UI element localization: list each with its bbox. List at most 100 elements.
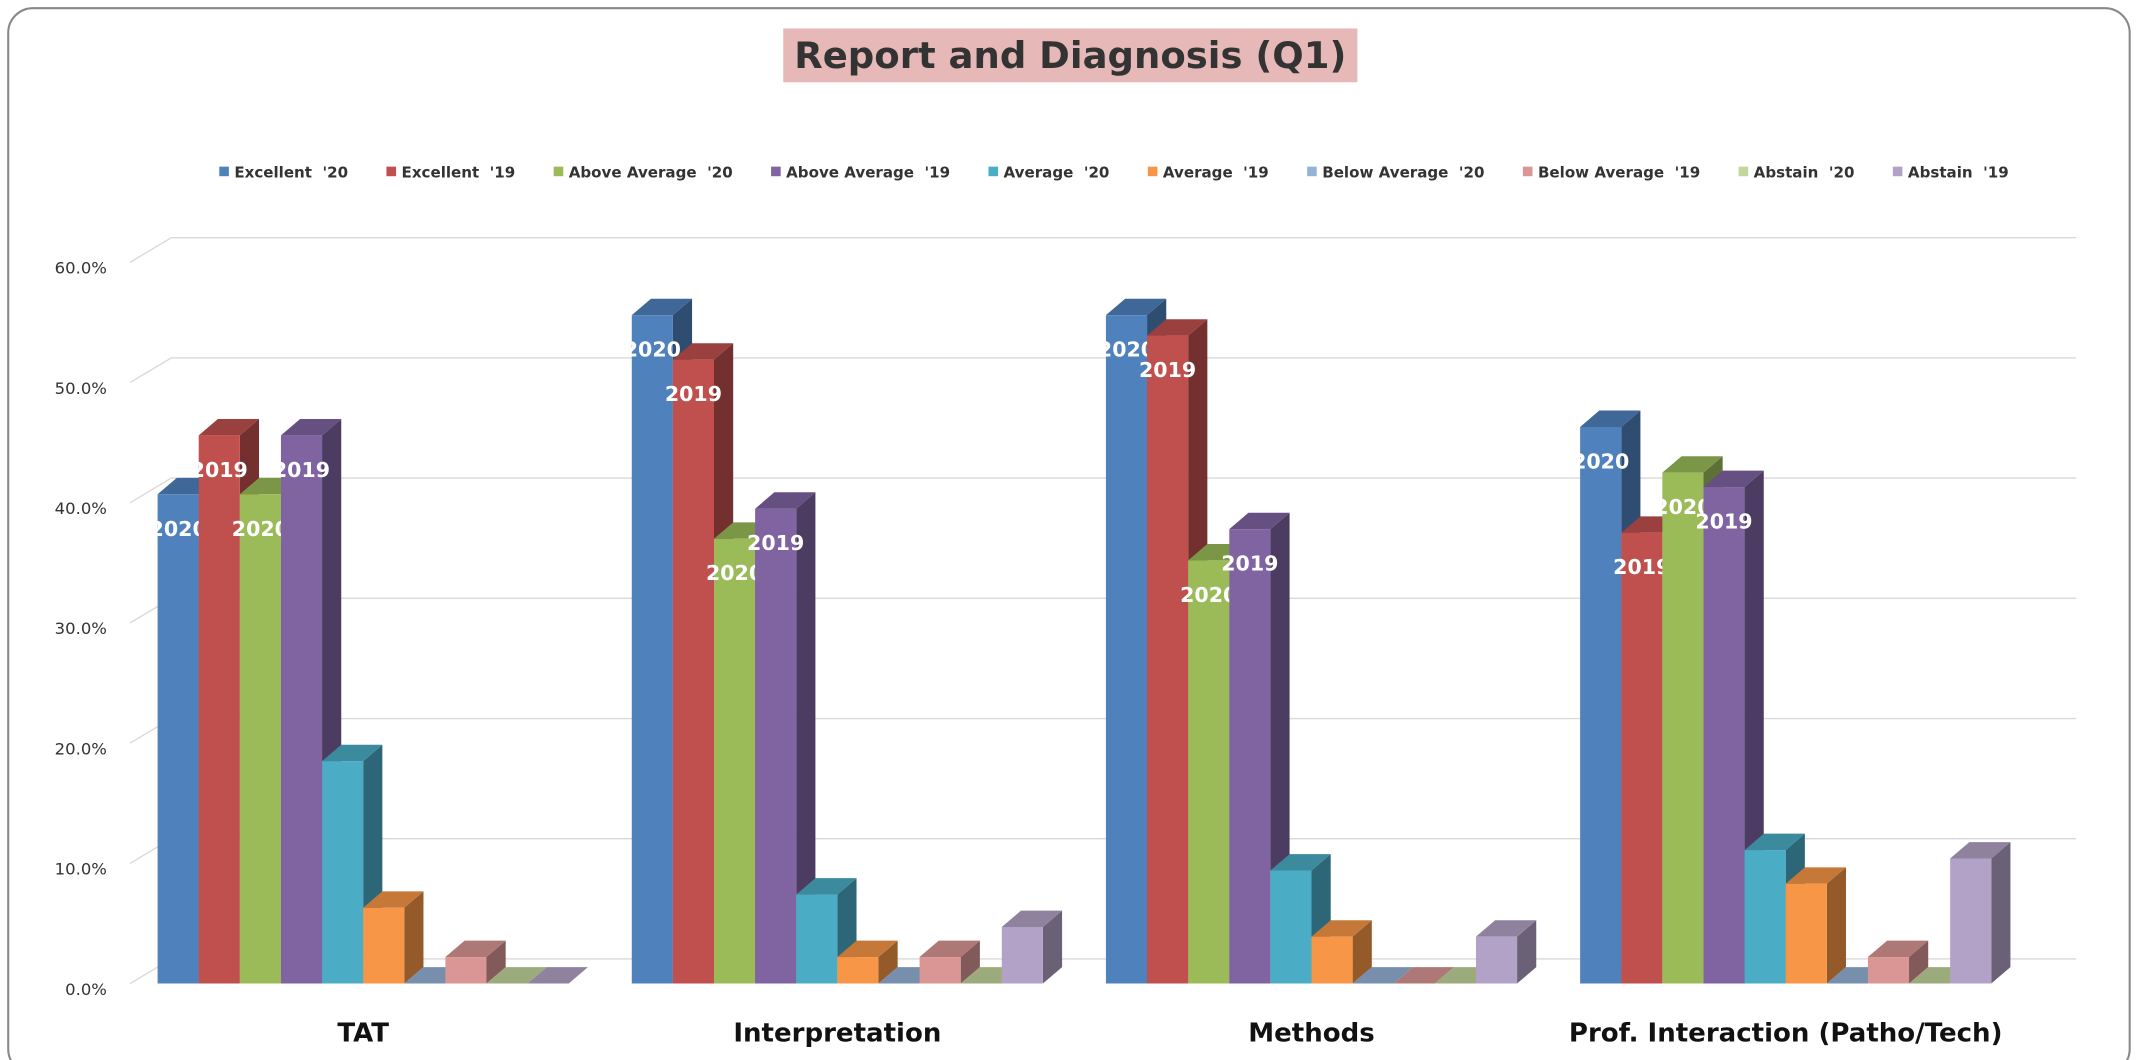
bar-top (1867, 940, 1929, 958)
data-label: 2019 (1221, 552, 1278, 576)
bar-top (796, 878, 857, 895)
bar-top (1785, 867, 1846, 884)
bar-front (1105, 315, 1148, 984)
bar-front (1188, 560, 1230, 984)
bar (1950, 842, 2011, 984)
data-label: 2020 (1098, 338, 1155, 362)
bar-front (755, 508, 797, 984)
bar-top (1001, 910, 1063, 928)
bar-side (1991, 842, 2011, 984)
bar-side (1042, 910, 1063, 984)
legend-swatch (988, 166, 999, 177)
bar-top (445, 940, 506, 958)
bar-front (714, 538, 756, 984)
legend-label: Below Average '19 (1538, 163, 1700, 181)
grid-line (129, 477, 2077, 504)
bar-top (1703, 470, 1764, 488)
bar-side (486, 940, 506, 984)
bar-top (280, 418, 342, 436)
grid-line (129, 236, 2077, 263)
bar-front (1475, 936, 1518, 984)
legend-label: Abstain '19 (1908, 163, 2009, 181)
legend-swatch (1738, 166, 1749, 177)
bar (919, 940, 980, 984)
bar-top (1147, 319, 1208, 336)
bar (1867, 940, 1929, 984)
legend-label: Abstain '20 (1754, 163, 1855, 181)
data-label: 2019 (747, 531, 804, 555)
bar-top (1311, 920, 1372, 937)
bar (1311, 920, 1372, 984)
legend-swatch (386, 166, 397, 177)
x-tick-label: Interpretation (733, 1019, 941, 1049)
bar-top (527, 967, 588, 984)
bar-top (1270, 854, 1331, 871)
bar-front (239, 494, 281, 984)
bar-front (1621, 532, 1663, 984)
bar-top (486, 967, 547, 984)
bar-top (322, 744, 383, 762)
y-tick-label: 10.0% (55, 860, 107, 879)
bar-front (1703, 487, 1745, 984)
bar-front (837, 957, 879, 984)
data-label: 2019 (1695, 510, 1752, 534)
data-label: 2019 (273, 458, 330, 482)
bar (1352, 967, 1413, 984)
data-label: 2020 (232, 517, 289, 541)
bar-front (280, 435, 323, 984)
bar-front (157, 494, 199, 984)
data-label: 2019 (665, 382, 722, 406)
bar-top (672, 343, 734, 360)
legend-swatch (1522, 166, 1533, 177)
bar (445, 940, 506, 984)
bar-front (1950, 858, 1992, 984)
legend-swatch (1307, 166, 1317, 177)
bar-side (1909, 940, 1929, 984)
bar-front (1270, 870, 1312, 984)
bar-top (198, 418, 260, 436)
bar-front (198, 435, 240, 984)
bar-front (1311, 936, 1353, 984)
x-tick-label: TAT (337, 1019, 389, 1049)
bar-front (1785, 883, 1827, 984)
x-tick-label: Prof. Interaction (Patho/Tech) (1569, 1019, 2003, 1049)
y-tick-label: 60.0% (55, 259, 107, 278)
bar-top (363, 891, 424, 908)
data-label: 2019 (1613, 555, 1670, 579)
bar (527, 967, 588, 984)
legend-swatch (553, 166, 564, 177)
bar-top (1393, 967, 1455, 984)
bar-front (1744, 850, 1786, 984)
legend-label: Above Average '19 (786, 163, 950, 181)
data-label: 2020 (150, 517, 207, 541)
data-label: 2020 (624, 338, 681, 362)
bar-top (919, 940, 980, 958)
bar-top (1352, 967, 1413, 984)
bar-side (1352, 920, 1372, 984)
legend-label: Below Average '20 (1322, 163, 1484, 181)
bar-top (1580, 410, 1641, 427)
bar-front (1229, 529, 1271, 984)
bar-top (837, 940, 898, 958)
bar-top (1744, 833, 1805, 851)
y-tick-label: 0.0% (65, 980, 107, 999)
bar-front (796, 894, 838, 984)
data-label: 2020 (1180, 583, 1237, 607)
bar-front (1147, 335, 1189, 984)
bar-front (1867, 957, 1910, 984)
bar-top (1662, 456, 1723, 473)
x-tick-label: Methods (1248, 1019, 1375, 1049)
legend-label: Excellent '19 (402, 163, 516, 181)
bar-side (1517, 920, 1537, 984)
bar (1229, 512, 1290, 984)
bar-side (1826, 867, 1846, 984)
legend-label: Average '19 (1163, 163, 1269, 181)
title-background (783, 28, 1358, 83)
bar-top (755, 492, 816, 509)
bar-front (1580, 426, 1622, 984)
bar-front (919, 957, 961, 984)
bar-front (631, 315, 673, 984)
legend-label: Excellent '20 (234, 163, 348, 181)
y-tick-label: 50.0% (55, 379, 107, 398)
